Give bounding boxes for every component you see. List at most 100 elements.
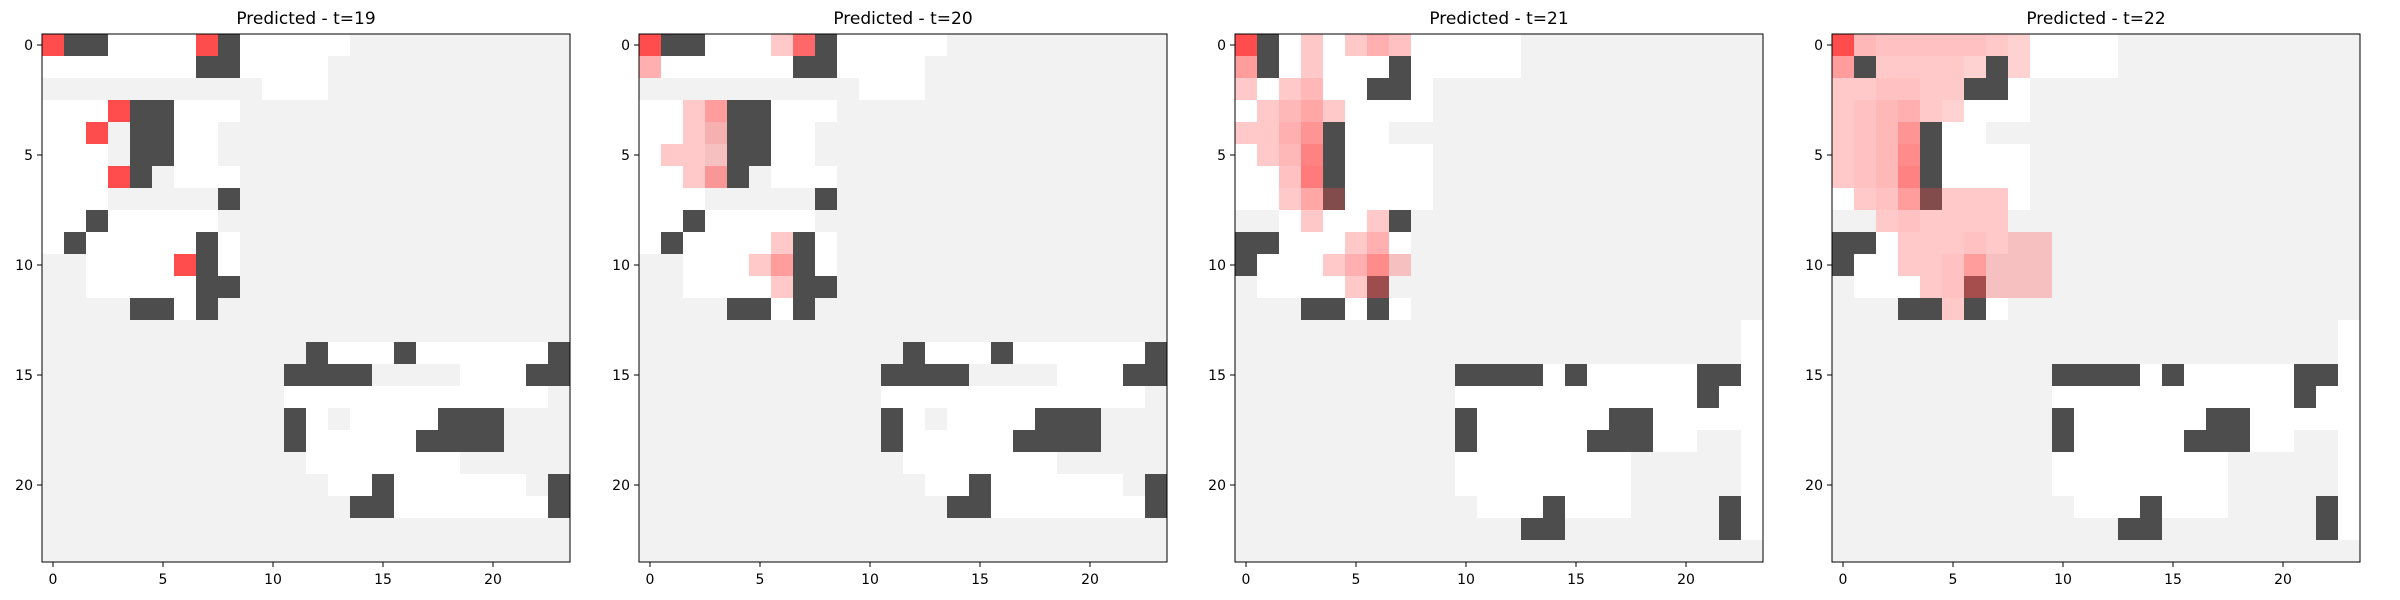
- prediction-cell: [1235, 56, 1257, 78]
- wall-cell: [1697, 364, 1719, 386]
- wall-cell: [218, 188, 240, 210]
- prediction-cell: [1832, 56, 1854, 78]
- free-region: [1345, 122, 1389, 144]
- prediction-cell: [661, 144, 683, 166]
- wall-cell: [1832, 254, 1854, 276]
- y-tick-label: 5: [1217, 148, 1226, 164]
- x-tick-label: 10: [2054, 572, 2072, 588]
- wall-cell: [152, 144, 174, 166]
- prediction-cell: [1367, 210, 1389, 232]
- free-region: [925, 474, 1123, 496]
- prediction-cell: [1235, 34, 1257, 56]
- wall-cell: [1920, 122, 1942, 144]
- prediction-cell: [1986, 188, 2008, 210]
- free-region: [2052, 452, 2228, 496]
- prediction-cell: [639, 56, 661, 78]
- prediction-cell: [1964, 232, 1986, 254]
- x-tick-label: 5: [1352, 572, 1361, 588]
- prediction-cell: [1942, 276, 1964, 298]
- wall-cell: [438, 430, 460, 452]
- wall-cell: [1964, 78, 1986, 100]
- free-region: [2030, 34, 2118, 78]
- wall-cell: [881, 408, 903, 430]
- x-tick-label: 5: [1949, 572, 1958, 588]
- prediction-cell: [1257, 100, 1279, 122]
- wall-cell: [749, 122, 771, 144]
- wall-cell: [218, 34, 240, 56]
- prediction-cell: [705, 122, 727, 144]
- wall-cell: [2206, 430, 2228, 452]
- wall-cell: [526, 364, 548, 386]
- prediction-cell: [1876, 122, 1898, 144]
- x-tick-label: 0: [49, 572, 58, 588]
- prediction-cell: [42, 34, 64, 56]
- prediction-cell: [2008, 232, 2030, 254]
- prediction-cell: [1854, 144, 1876, 166]
- prediction-cell: [1832, 34, 1854, 56]
- prediction-cell: [1942, 56, 1964, 78]
- wall-cell: [727, 166, 749, 188]
- prediction-cell: [1345, 276, 1367, 298]
- prediction-cell: [1854, 34, 1876, 56]
- wall-cell: [2294, 364, 2316, 386]
- wall-cell: [1543, 518, 1565, 540]
- prediction-cell: [1920, 188, 1942, 210]
- free-region: [705, 276, 793, 298]
- wall-cell: [727, 100, 749, 122]
- prediction-cell: [1876, 100, 1898, 122]
- prediction-cell: [1942, 298, 1964, 320]
- x-tick-label: 10: [264, 572, 282, 588]
- prediction-cell: [2008, 34, 2030, 56]
- wall-cell: [793, 232, 815, 254]
- prediction-cell: [1389, 254, 1411, 276]
- wall-cell: [683, 34, 705, 56]
- wall-cell: [727, 122, 749, 144]
- wall-cell: [881, 364, 903, 386]
- wall-cell: [416, 430, 438, 452]
- wall-cell: [2052, 364, 2074, 386]
- prediction-cell: [1898, 232, 1920, 254]
- wall-cell: [1367, 298, 1389, 320]
- y-tick-label: 10: [1208, 258, 1226, 274]
- y-tick-label: 10: [1805, 258, 1823, 274]
- x-tick-label: 5: [159, 572, 168, 588]
- prediction-cell: [1345, 34, 1367, 56]
- wall-cell: [350, 364, 372, 386]
- prediction-cell: [1942, 78, 1964, 100]
- prediction-cell: [683, 166, 705, 188]
- prediction-cell: [1942, 232, 1964, 254]
- prediction-cell: [1323, 254, 1345, 276]
- x-tick-label: 20: [1081, 572, 1099, 588]
- wall-cell: [1079, 430, 1101, 452]
- prediction-cell: [1279, 188, 1301, 210]
- wall-cell: [218, 276, 240, 298]
- wall-cell: [2074, 364, 2096, 386]
- prediction-cell: [771, 232, 793, 254]
- wall-cell: [793, 298, 815, 320]
- wall-cell: [969, 496, 991, 518]
- prediction-cell: [1920, 56, 1942, 78]
- y-tick-label: 20: [1208, 478, 1226, 494]
- wall-cell: [2140, 496, 2162, 518]
- axes-frame: [1831, 33, 2361, 563]
- free-region: [1455, 452, 1631, 496]
- wall-cell: [1367, 78, 1389, 100]
- prediction-cell: [683, 144, 705, 166]
- free-region: [1876, 210, 2008, 254]
- prediction-cell: [1235, 122, 1257, 144]
- wall-cell: [1389, 56, 1411, 78]
- wall-cell: [1920, 166, 1942, 188]
- prediction-cell: [1898, 78, 1920, 100]
- wall-cell: [1854, 56, 1876, 78]
- free-region: [2338, 320, 2360, 540]
- wall-cell: [1920, 298, 1942, 320]
- y-tick-label: 15: [612, 368, 630, 384]
- free-region: [947, 496, 1145, 518]
- wall-cell: [1145, 342, 1167, 364]
- prediction-cell: [639, 34, 661, 56]
- wall-cell: [1543, 496, 1565, 518]
- prediction-cell: [196, 34, 218, 56]
- wall-cell: [350, 496, 372, 518]
- prediction-cell: [1986, 276, 2008, 298]
- wall-cell: [64, 232, 86, 254]
